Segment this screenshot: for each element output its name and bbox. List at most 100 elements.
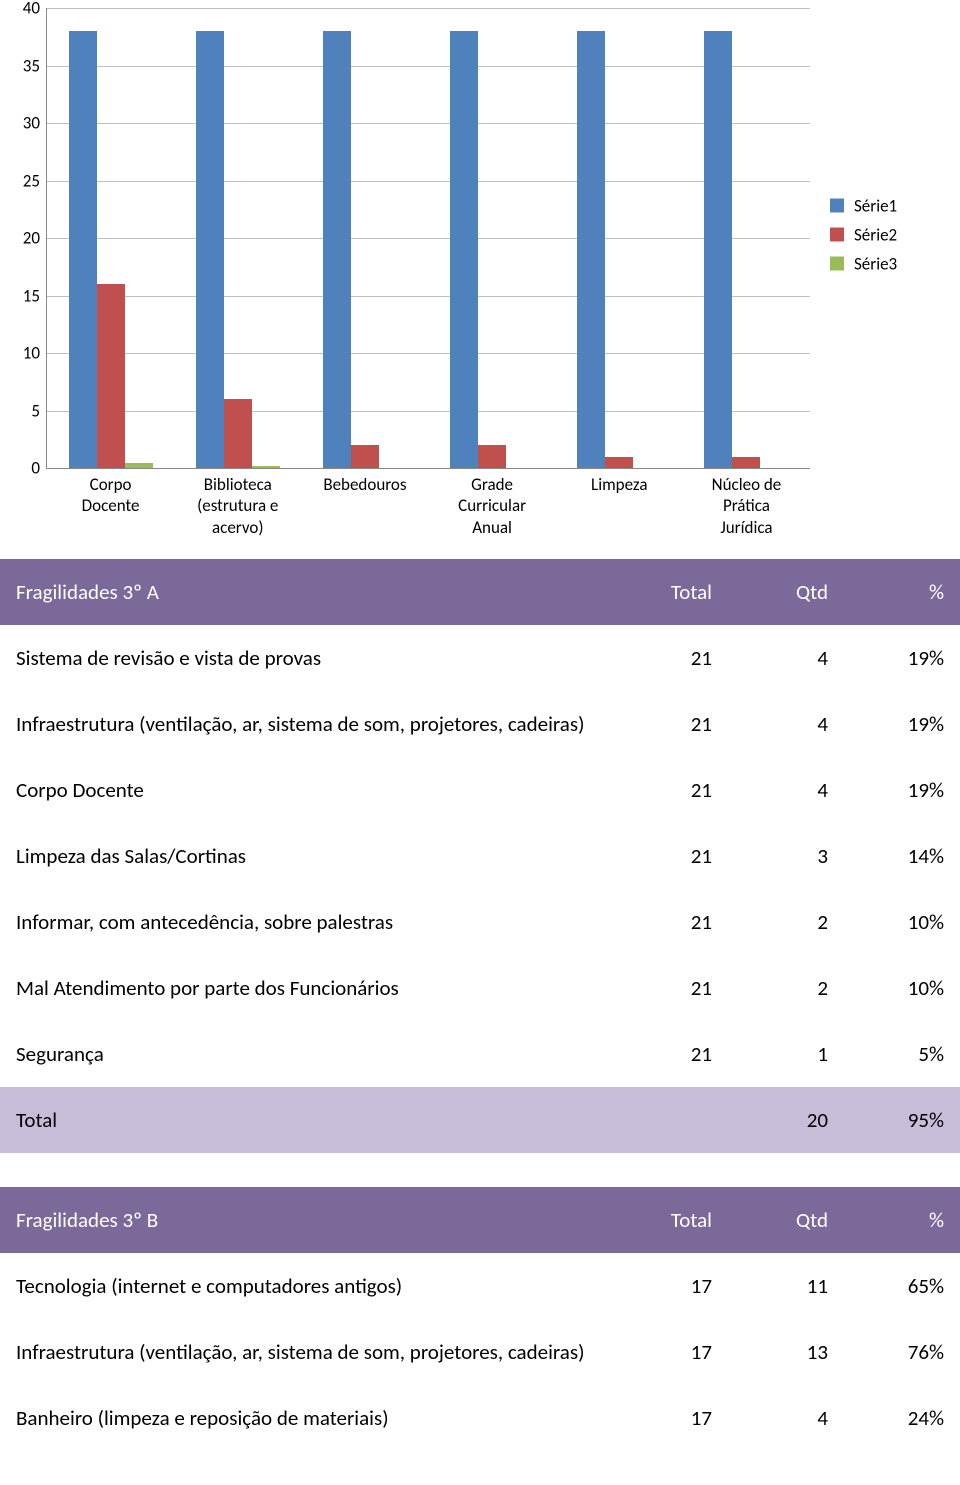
y-tick-label: 0: [0, 458, 40, 479]
table-cell-label: Sistema de revisão e vista de provas: [0, 625, 612, 691]
table-cell-num: 17: [612, 1253, 728, 1319]
table-row: Infraestrutura (ventilação, ar, sistema …: [0, 691, 960, 757]
plot-area: CorpoDocenteBiblioteca(estrutura eacervo…: [46, 8, 810, 469]
table-cell-num: 20: [728, 1087, 844, 1153]
table-cell-num: 21: [612, 691, 728, 757]
y-tick-label: 35: [0, 55, 40, 76]
col-pct: %: [844, 559, 960, 625]
y-tick-label: 30: [0, 113, 40, 134]
x-category-label: Núcleo dePráticaJurídica: [683, 468, 810, 538]
bar-group: Núcleo dePráticaJurídica: [683, 8, 810, 468]
chart-legend: Série1 Série2 Série3: [830, 187, 960, 282]
bar: [704, 31, 732, 468]
table-cell-num: 95%: [844, 1087, 960, 1153]
bar: [450, 31, 478, 468]
table-cell-label: Banheiro (limpeza e reposição de materia…: [0, 1385, 612, 1451]
legend-item: Série2: [830, 224, 960, 245]
series-bar-chart: 0510152025303540 CorpoDocenteBiblioteca(…: [0, 0, 960, 469]
legend-swatch: [830, 228, 844, 242]
table-cell-num: 2: [728, 955, 844, 1021]
table-cell-num: 21: [612, 823, 728, 889]
bar-group: GradeCurricularAnual: [429, 8, 556, 468]
table-row: Mal Atendimento por parte dos Funcionári…: [0, 955, 960, 1021]
y-tick-label: 5: [0, 400, 40, 421]
table-row: Limpeza das Salas/Cortinas21314%: [0, 823, 960, 889]
table-cell-num: 21: [612, 955, 728, 1021]
table-total-row: Total 2095%: [0, 1087, 960, 1153]
x-category-label: Biblioteca(estrutura eacervo): [174, 468, 301, 538]
y-tick-label: 15: [0, 285, 40, 306]
table-cell-num: 13: [728, 1319, 844, 1385]
legend-item: Série3: [830, 253, 960, 274]
col-qtd: Qtd: [728, 1187, 844, 1253]
bar: [351, 445, 379, 468]
table-cell-num: 4: [728, 625, 844, 691]
bar: [478, 445, 506, 468]
y-tick-label: 10: [0, 343, 40, 364]
table-cell-num: 2: [728, 889, 844, 955]
table-cell-label: Infraestrutura (ventilação, ar, sistema …: [0, 691, 612, 757]
table-row: Tecnologia (internet e computadores anti…: [0, 1253, 960, 1319]
table-cell-label: Informar, com antecedência, sobre palest…: [0, 889, 612, 955]
table-cell-num: 3: [728, 823, 844, 889]
table-cell-label: Infraestrutura (ventilação, ar, sistema …: [0, 1319, 612, 1385]
table-cell-label: Tecnologia (internet e computadores anti…: [0, 1253, 612, 1319]
bar: [196, 31, 224, 468]
table-cell-num: 65%: [844, 1253, 960, 1319]
table-cell-num: 21: [612, 757, 728, 823]
col-total: Total: [612, 559, 728, 625]
table-cell-num: 4: [728, 1385, 844, 1451]
table-cell-num: 10%: [844, 889, 960, 955]
table-cell-num: 21: [612, 1021, 728, 1087]
table-cell-label: Mal Atendimento por parte dos Funcionári…: [0, 955, 612, 1021]
y-tick-label: 25: [0, 170, 40, 191]
table-row: Banheiro (limpeza e reposição de materia…: [0, 1385, 960, 1451]
bar-group: Biblioteca(estrutura eacervo): [174, 8, 301, 468]
table-cell-num: 76%: [844, 1319, 960, 1385]
table-row: Segurança2115%: [0, 1021, 960, 1087]
table-cell-num: 21: [612, 625, 728, 691]
fragilidades-3b-table: Fragilidades 3º B Total Qtd % Tecnologia…: [0, 1187, 960, 1451]
bar: [732, 457, 760, 469]
table-a-title: Fragilidades 3º A: [0, 559, 612, 625]
table-cell-num: 14%: [844, 823, 960, 889]
col-qtd: Qtd: [728, 559, 844, 625]
bar-group: Bebedouros: [301, 8, 428, 468]
table-cell-label: Limpeza das Salas/Cortinas: [0, 823, 612, 889]
col-total: Total: [612, 1187, 728, 1253]
table-cell-num: 10%: [844, 955, 960, 1021]
table-cell-num: 1: [728, 1021, 844, 1087]
legend-swatch: [830, 257, 844, 271]
legend-swatch: [830, 199, 844, 213]
table-row: Corpo Docente21419%: [0, 757, 960, 823]
table-b-title: Fragilidades 3º B: [0, 1187, 612, 1253]
table-cell-num: [612, 1087, 728, 1153]
table-cell-num: 19%: [844, 691, 960, 757]
fragilidades-3a-table: Fragilidades 3º A Total Qtd % Sistema de…: [0, 559, 960, 1153]
table-cell-label: Total: [0, 1087, 612, 1153]
col-pct: %: [844, 1187, 960, 1253]
table-cell-num: 4: [728, 757, 844, 823]
x-category-label: Bebedouros: [301, 468, 428, 495]
table-cell-num: 17: [612, 1319, 728, 1385]
x-category-label: Limpeza: [556, 468, 683, 495]
bar: [605, 457, 633, 469]
table-cell-num: 5%: [844, 1021, 960, 1087]
table-cell-num: 4: [728, 691, 844, 757]
table-cell-num: 19%: [844, 625, 960, 691]
bar: [323, 31, 351, 468]
table-cell-label: Segurança: [0, 1021, 612, 1087]
table-cell-label: Corpo Docente: [0, 757, 612, 823]
legend-label: Série1: [854, 195, 897, 216]
bar: [69, 31, 97, 468]
x-category-label: CorpoDocente: [47, 468, 174, 517]
table-cell-num: 21: [612, 889, 728, 955]
table-cell-num: 11: [728, 1253, 844, 1319]
bar-group: Limpeza: [556, 8, 683, 468]
table-row: Informar, com antecedência, sobre palest…: [0, 889, 960, 955]
bar: [97, 284, 125, 468]
table-cell-num: 24%: [844, 1385, 960, 1451]
legend-label: Série2: [854, 224, 897, 245]
bar: [577, 31, 605, 468]
x-category-label: GradeCurricularAnual: [429, 468, 556, 538]
